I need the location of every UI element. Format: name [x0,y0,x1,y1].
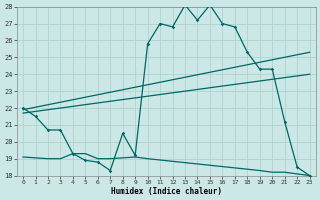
X-axis label: Humidex (Indice chaleur): Humidex (Indice chaleur) [111,187,222,196]
